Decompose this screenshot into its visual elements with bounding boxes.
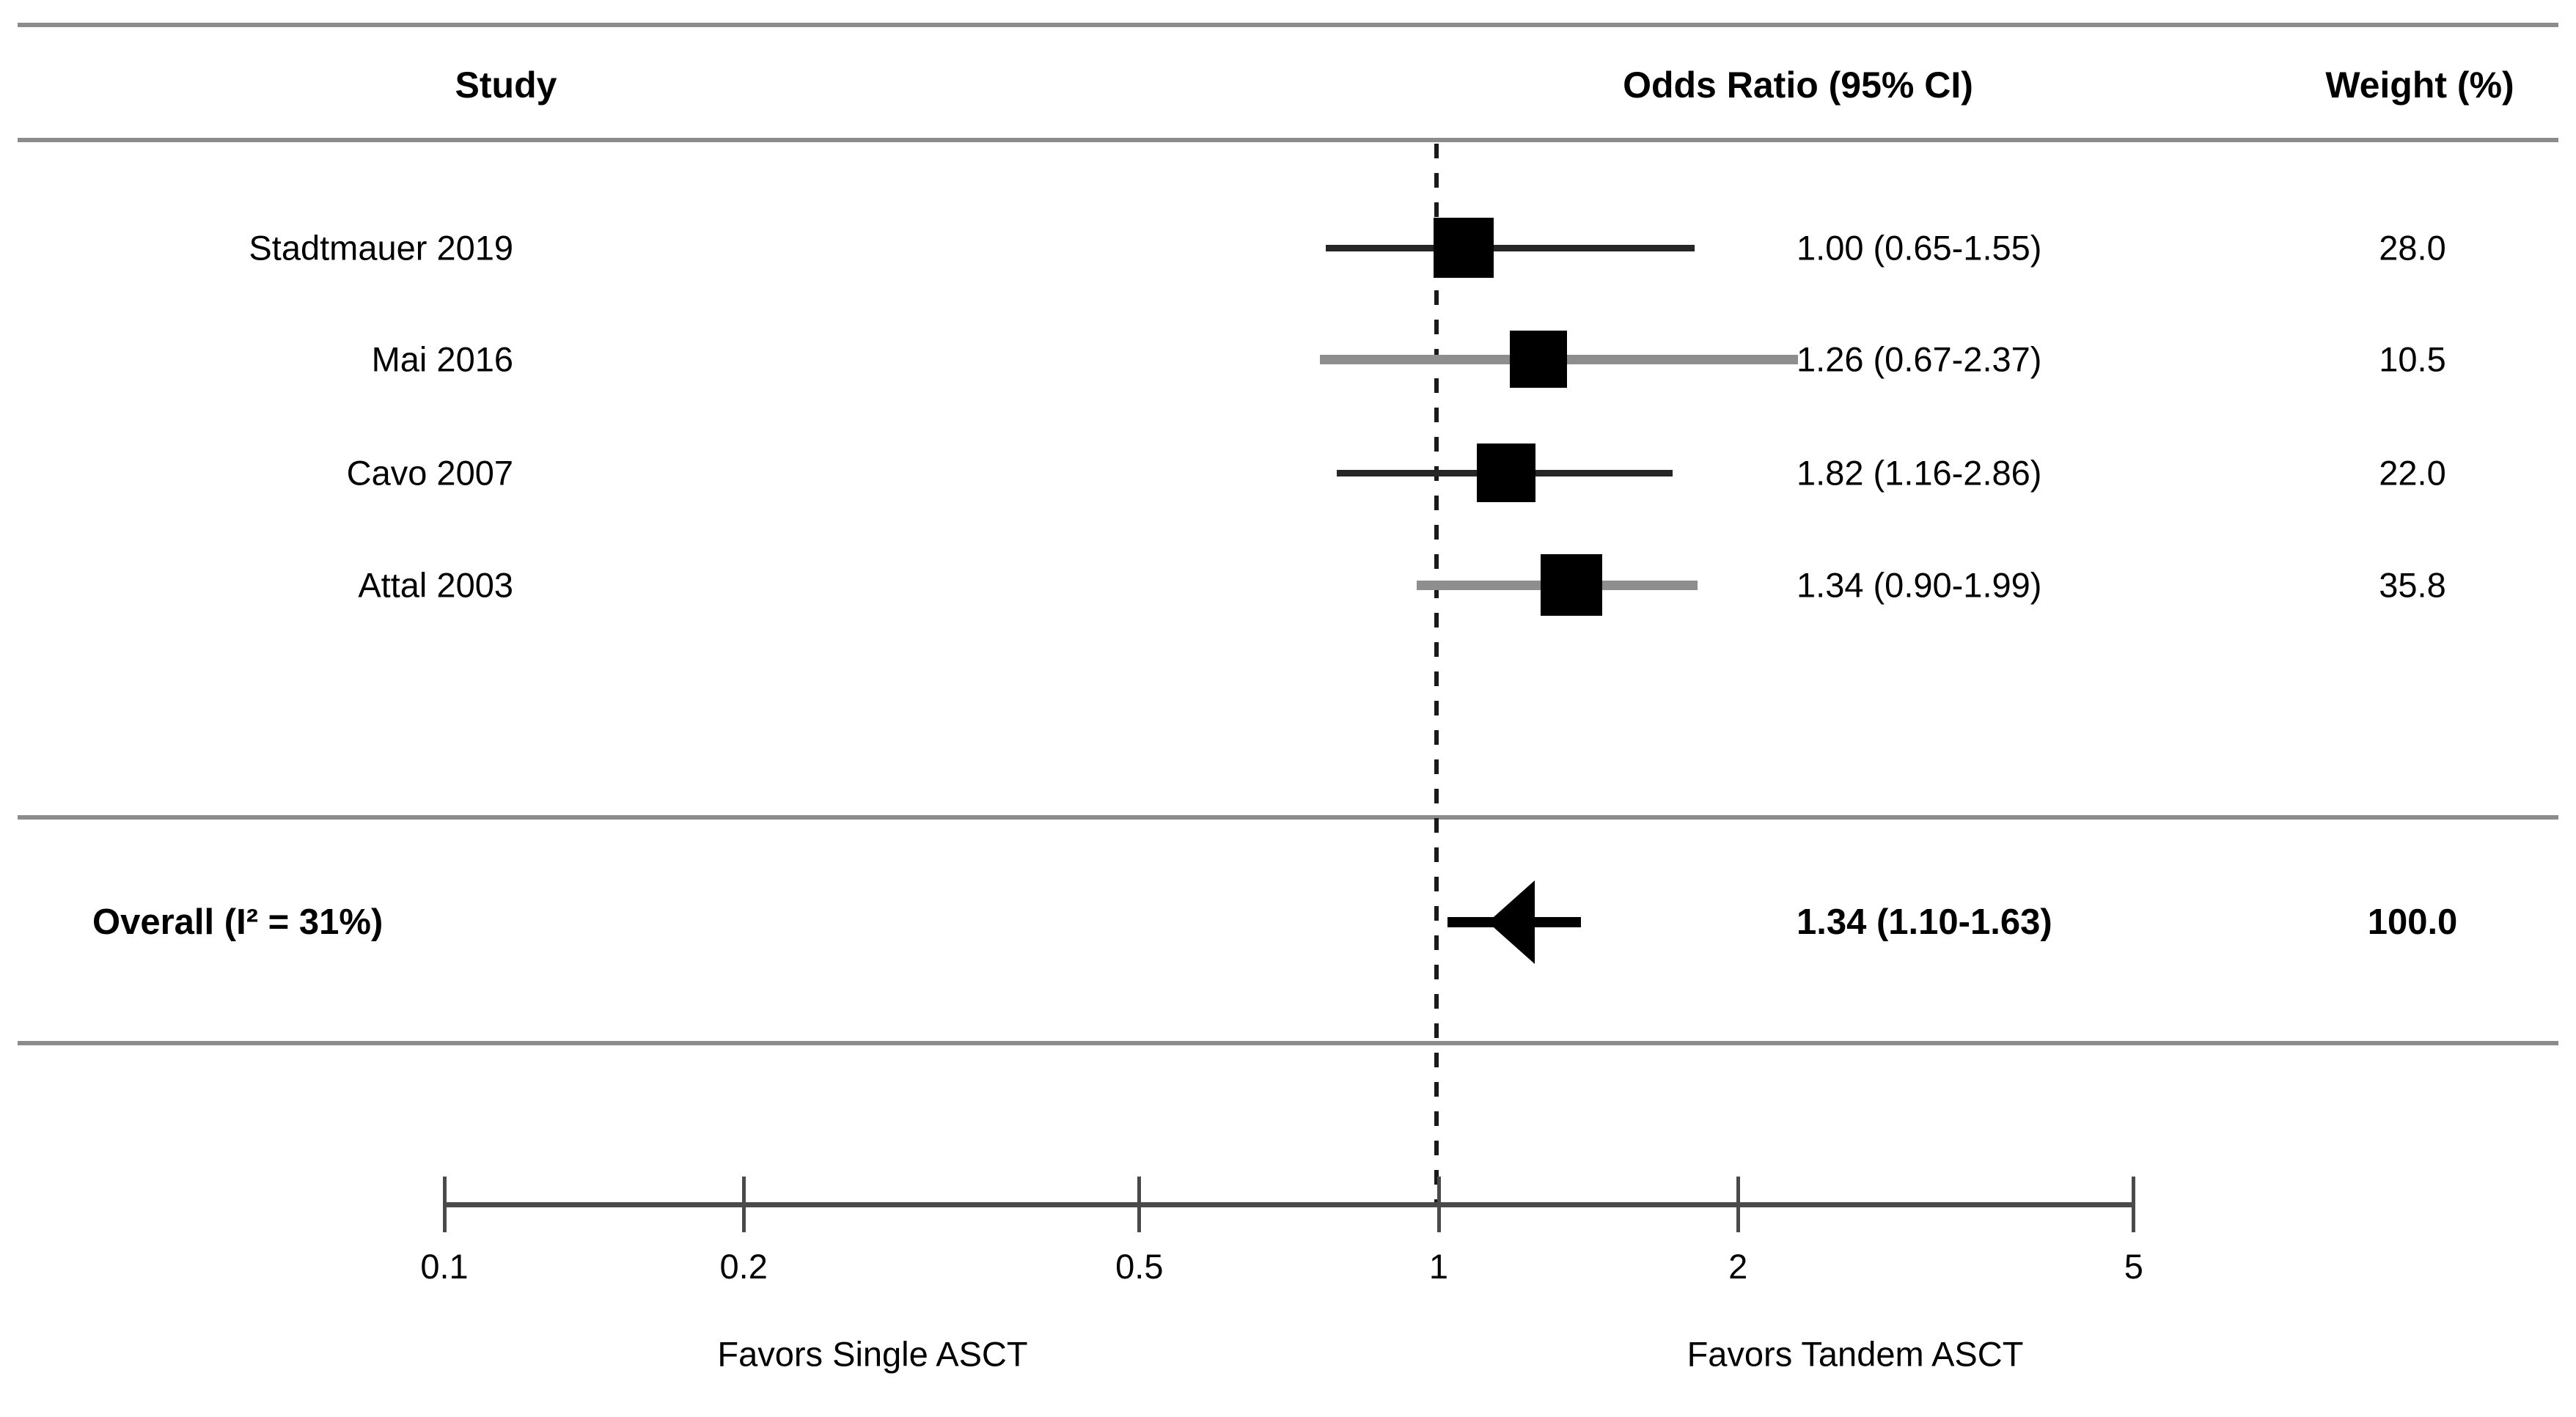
study-name-label: Cavo 2007 xyxy=(346,453,513,493)
x-axis-tick-mark xyxy=(442,1177,447,1232)
weight-label: 35.8 xyxy=(2379,565,2446,605)
overall-triangle-marker xyxy=(1487,880,1535,964)
overall-estimate-label: 1.34 (1.10-1.63) xyxy=(1797,902,2052,942)
favors-left-label: Favors Single ASCT xyxy=(717,1334,1028,1374)
overall-bottom-rule xyxy=(18,1041,2558,1045)
x-axis-tick-label: 0.5 xyxy=(1115,1247,1164,1286)
column-header-odds-ratio: Odds Ratio (95% CI) xyxy=(1623,65,1973,106)
overall-top-rule xyxy=(18,815,2558,820)
column-header-weight: Weight (%) xyxy=(2325,65,2514,106)
x-axis-line xyxy=(444,1202,2134,1207)
x-axis-tick-mark xyxy=(1736,1177,1740,1232)
study-name-label: Mai 2016 xyxy=(371,339,513,379)
x-axis-tick-label: 2 xyxy=(1728,1247,1748,1286)
reference-line-or-1 xyxy=(1434,144,1439,1204)
x-axis-tick-label: 5 xyxy=(2124,1247,2143,1286)
x-axis-tick-mark xyxy=(1436,1177,1441,1232)
header-underline-rule xyxy=(18,138,2558,142)
odds-ratio-square-marker xyxy=(1434,218,1494,278)
overall-weight-label: 100.0 xyxy=(2367,902,2458,942)
top-rule xyxy=(18,23,2558,27)
x-axis-tick-label: 0.2 xyxy=(719,1247,768,1286)
weight-label: 22.0 xyxy=(2379,453,2446,493)
odds-ratio-square-marker xyxy=(1541,554,1603,616)
estimate-label: 1.82 (1.16-2.86) xyxy=(1797,453,2042,493)
odds-ratio-square-marker xyxy=(1510,331,1568,388)
study-name-label: Attal 2003 xyxy=(358,565,513,605)
confidence-interval-line xyxy=(1326,244,1695,251)
overall-label: Overall (I² = 31%) xyxy=(92,902,384,942)
weight-label: 10.5 xyxy=(2379,339,2446,379)
x-axis-tick-mark xyxy=(1137,1177,1142,1232)
x-axis-tick-mark xyxy=(741,1177,746,1232)
estimate-label: 1.34 (0.90-1.99) xyxy=(1797,565,2042,605)
x-axis-tick-label: 1 xyxy=(1428,1247,1449,1286)
x-axis-tick-mark xyxy=(2132,1177,2136,1232)
x-axis-tick-label: 0.1 xyxy=(420,1247,469,1286)
column-header-study: Study xyxy=(455,65,557,106)
estimate-label: 1.00 (0.65-1.55) xyxy=(1797,228,2042,268)
favors-right-label: Favors Tandem ASCT xyxy=(1687,1334,2024,1374)
study-name-label: Stadtmauer 2019 xyxy=(249,228,513,268)
estimate-label: 1.26 (0.67-2.37) xyxy=(1797,339,2042,379)
odds-ratio-square-marker xyxy=(1477,443,1536,502)
weight-label: 28.0 xyxy=(2379,228,2446,268)
